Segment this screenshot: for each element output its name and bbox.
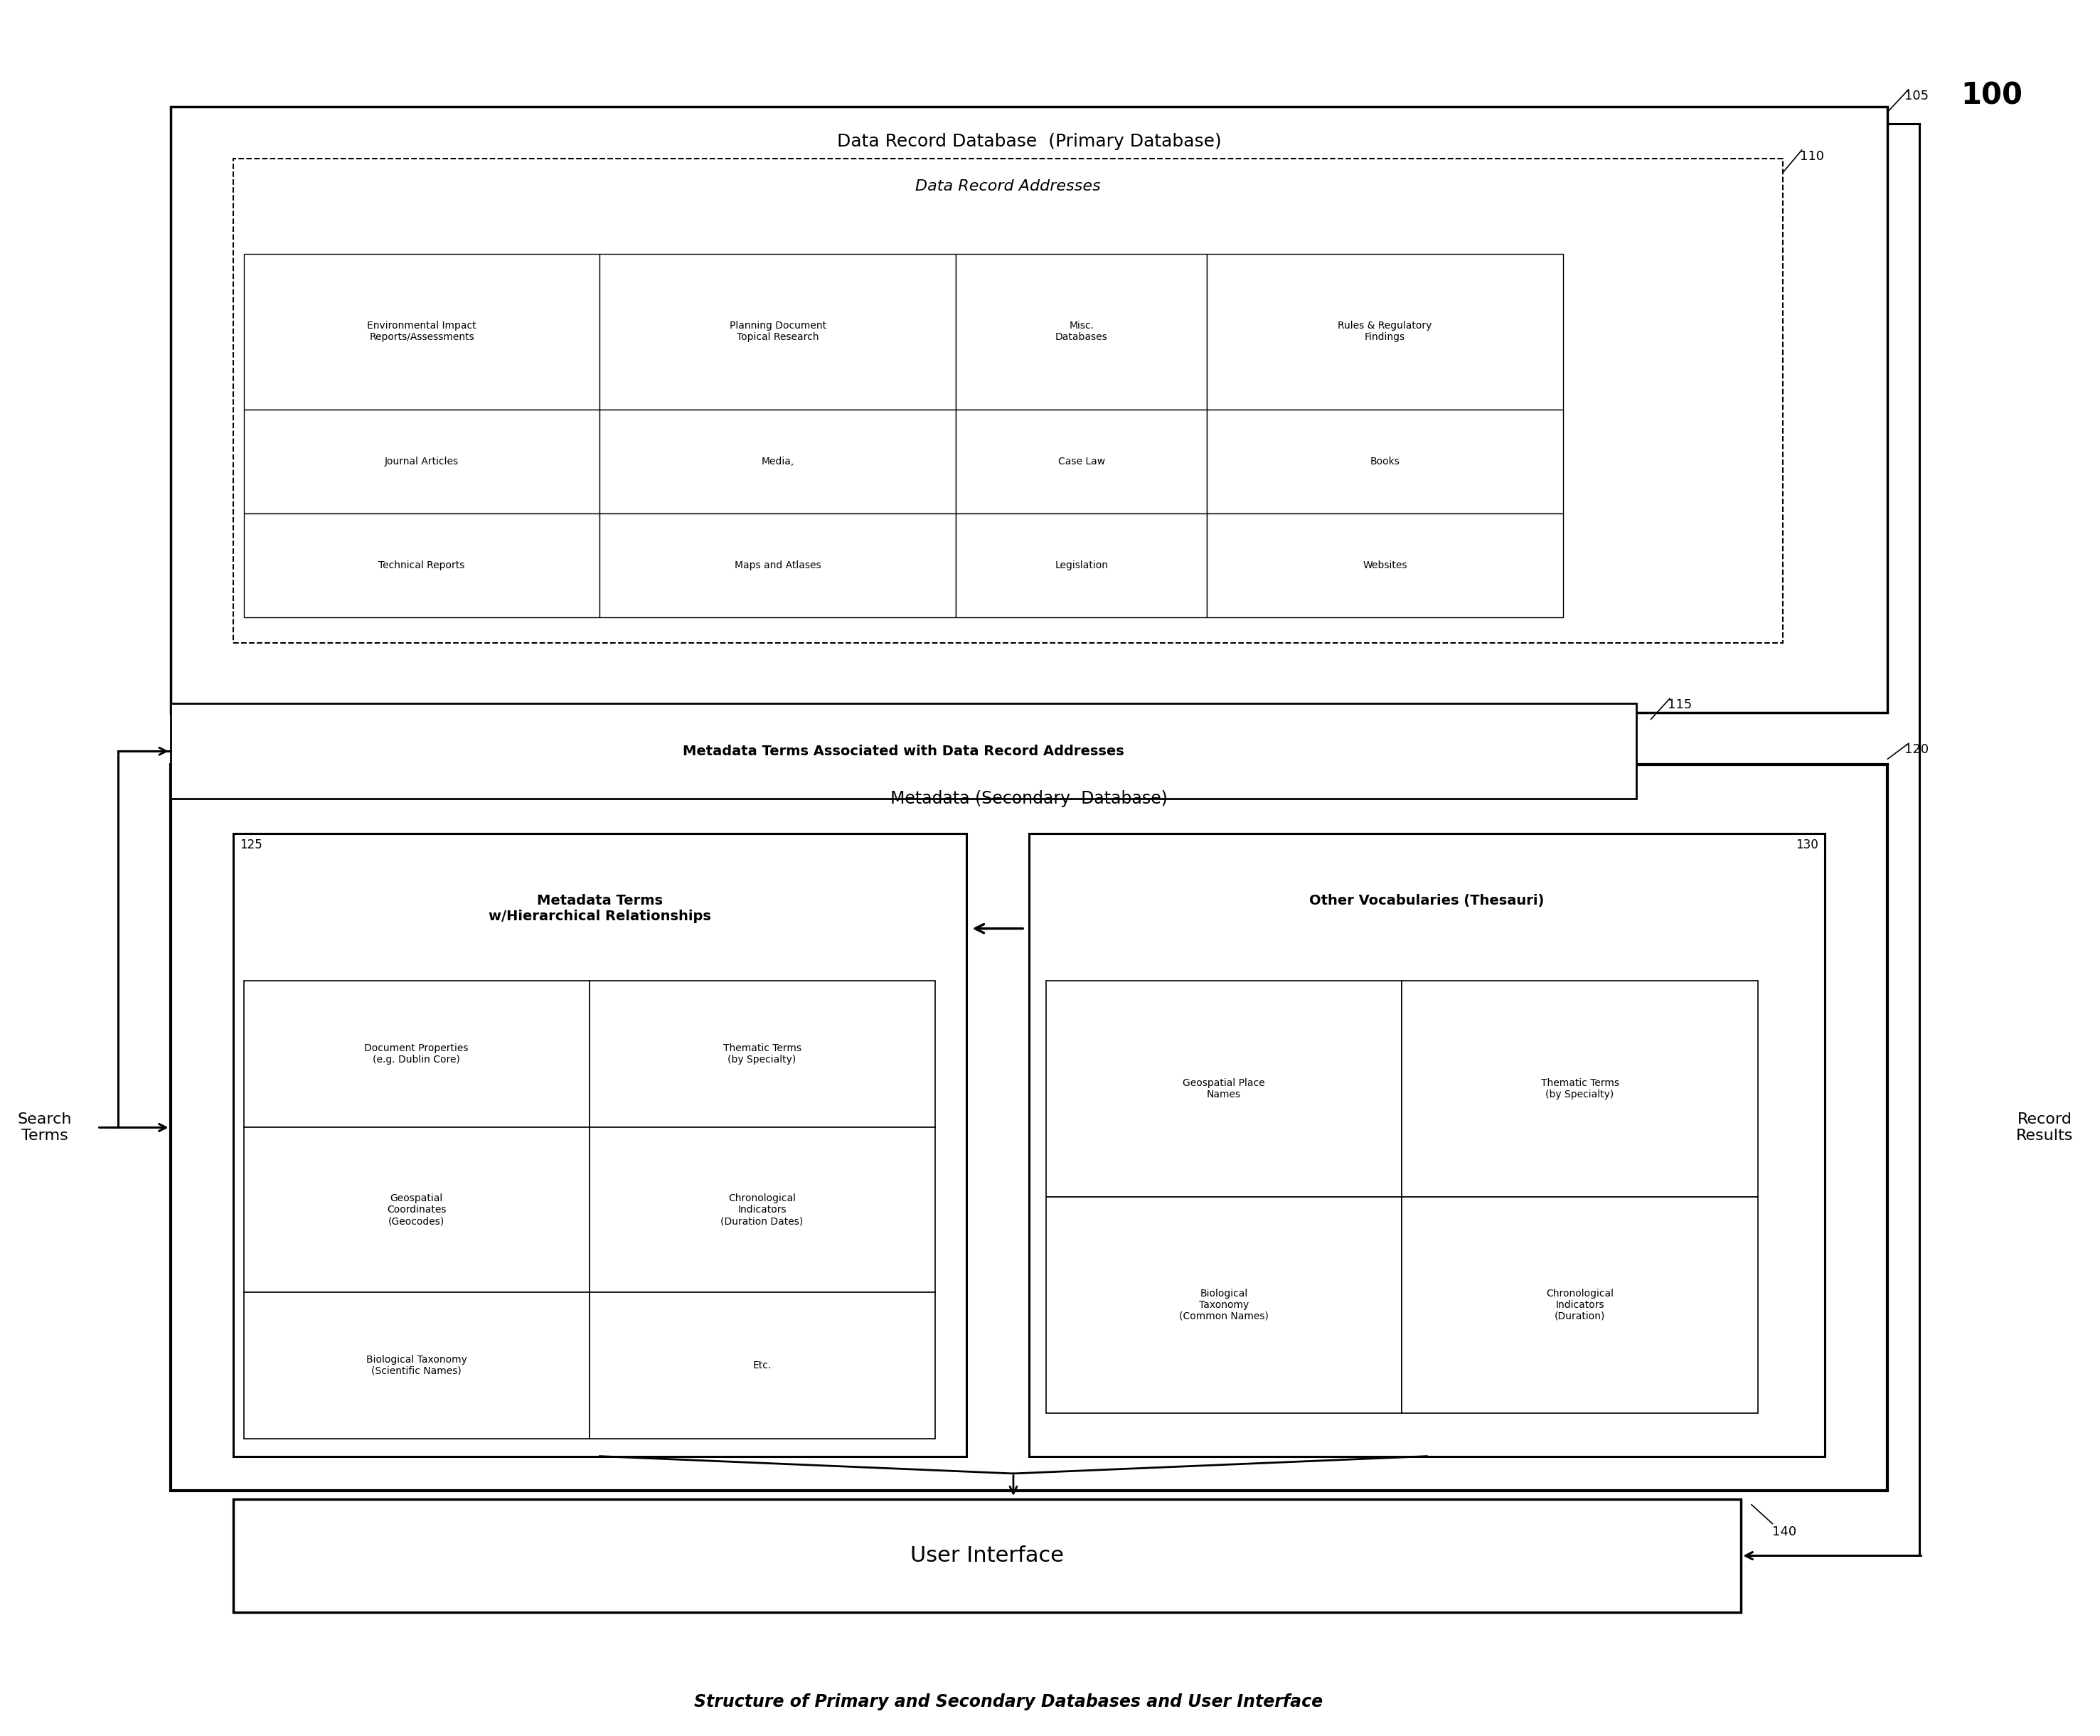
Text: Other Vocabularies (Thesauri): Other Vocabularies (Thesauri): [1310, 894, 1544, 908]
Bar: [233, 1500, 1741, 1613]
Bar: [590, 981, 934, 1127]
Text: Journal Articles: Journal Articles: [384, 457, 458, 467]
Text: 130: 130: [1796, 838, 1819, 851]
Text: Books: Books: [1369, 457, 1401, 467]
Text: 115: 115: [1667, 698, 1693, 712]
Bar: [1208, 253, 1562, 410]
Text: Search
Terms: Search Terms: [17, 1113, 71, 1142]
Text: Etc.: Etc.: [752, 1361, 771, 1370]
Bar: [1403, 981, 1758, 1196]
Bar: [1208, 410, 1562, 514]
Bar: [244, 1292, 590, 1439]
Bar: [233, 833, 966, 1457]
Text: Document Properties
(e.g. Dublin Core): Document Properties (e.g. Dublin Core): [365, 1043, 468, 1064]
Text: 120: 120: [1905, 743, 1928, 757]
Text: Geospatial
Coordinates
(Geocodes): Geospatial Coordinates (Geocodes): [386, 1193, 445, 1226]
Text: Websites: Websites: [1363, 561, 1407, 569]
Bar: [956, 410, 1208, 514]
Text: Technical Reports: Technical Reports: [378, 561, 464, 569]
Bar: [1046, 1196, 1403, 1413]
Text: Legislation: Legislation: [1054, 561, 1109, 569]
Bar: [170, 764, 1888, 1491]
Bar: [956, 514, 1208, 616]
Bar: [1208, 514, 1562, 616]
Text: Biological Taxonomy
(Scientific Names): Biological Taxonomy (Scientific Names): [365, 1354, 466, 1377]
Text: 110: 110: [1800, 149, 1825, 163]
Bar: [170, 108, 1888, 712]
Text: Planning Document
Topical Research: Planning Document Topical Research: [729, 321, 825, 342]
Text: Chronological
Indicators
(Duration Dates): Chronological Indicators (Duration Dates…: [720, 1193, 804, 1226]
Bar: [244, 1127, 590, 1292]
Text: Structure of Primary and Secondary Databases and User Interface: Structure of Primary and Secondary Datab…: [693, 1693, 1323, 1710]
Text: Geospatial Place
Names: Geospatial Place Names: [1182, 1078, 1264, 1099]
Bar: [601, 410, 956, 514]
Bar: [590, 1127, 934, 1292]
Text: Thematic Terms
(by Specialty): Thematic Terms (by Specialty): [1541, 1078, 1619, 1099]
Bar: [956, 253, 1208, 410]
Bar: [244, 981, 590, 1127]
Bar: [244, 253, 601, 410]
Bar: [1029, 833, 1825, 1457]
Bar: [244, 410, 601, 514]
Bar: [1046, 981, 1403, 1196]
Text: Environmental Impact
Reports/Assessments: Environmental Impact Reports/Assessments: [368, 321, 477, 342]
Text: Case Law: Case Law: [1058, 457, 1105, 467]
Bar: [244, 514, 601, 616]
Text: Metadata (Secondary  Database): Metadata (Secondary Database): [890, 790, 1168, 807]
Text: Misc.
Databases: Misc. Databases: [1054, 321, 1107, 342]
Bar: [601, 514, 956, 616]
Text: Rules & Regulatory
Findings: Rules & Regulatory Findings: [1338, 321, 1432, 342]
Text: Data Record Addresses: Data Record Addresses: [916, 179, 1100, 194]
Text: Thematic Terms
(by Specialty): Thematic Terms (by Specialty): [722, 1043, 802, 1064]
Bar: [1403, 1196, 1758, 1413]
Text: 140: 140: [1772, 1526, 1798, 1538]
Text: Biological
Taxonomy
(Common Names): Biological Taxonomy (Common Names): [1178, 1288, 1268, 1321]
Text: Metadata Terms
w/Hierarchical Relationships: Metadata Terms w/Hierarchical Relationsh…: [489, 894, 712, 924]
Text: 105: 105: [1905, 90, 1928, 102]
Text: Media,: Media,: [762, 457, 794, 467]
Bar: [590, 1292, 934, 1439]
Text: Record
Results: Record Results: [2016, 1113, 2073, 1142]
Text: Chronological
Indicators
(Duration): Chronological Indicators (Duration): [1546, 1288, 1613, 1321]
Text: Maps and Atlases: Maps and Atlases: [735, 561, 821, 569]
Text: User Interface: User Interface: [911, 1545, 1065, 1566]
Text: Data Record Database  (Primary Database): Data Record Database (Primary Database): [836, 132, 1222, 149]
Bar: [233, 158, 1783, 642]
Text: 125: 125: [239, 838, 262, 851]
Text: 100: 100: [1961, 82, 2022, 111]
Text: Metadata Terms Associated with Data Record Addresses: Metadata Terms Associated with Data Reco…: [682, 745, 1124, 759]
Bar: [601, 253, 956, 410]
Bar: [170, 703, 1636, 799]
